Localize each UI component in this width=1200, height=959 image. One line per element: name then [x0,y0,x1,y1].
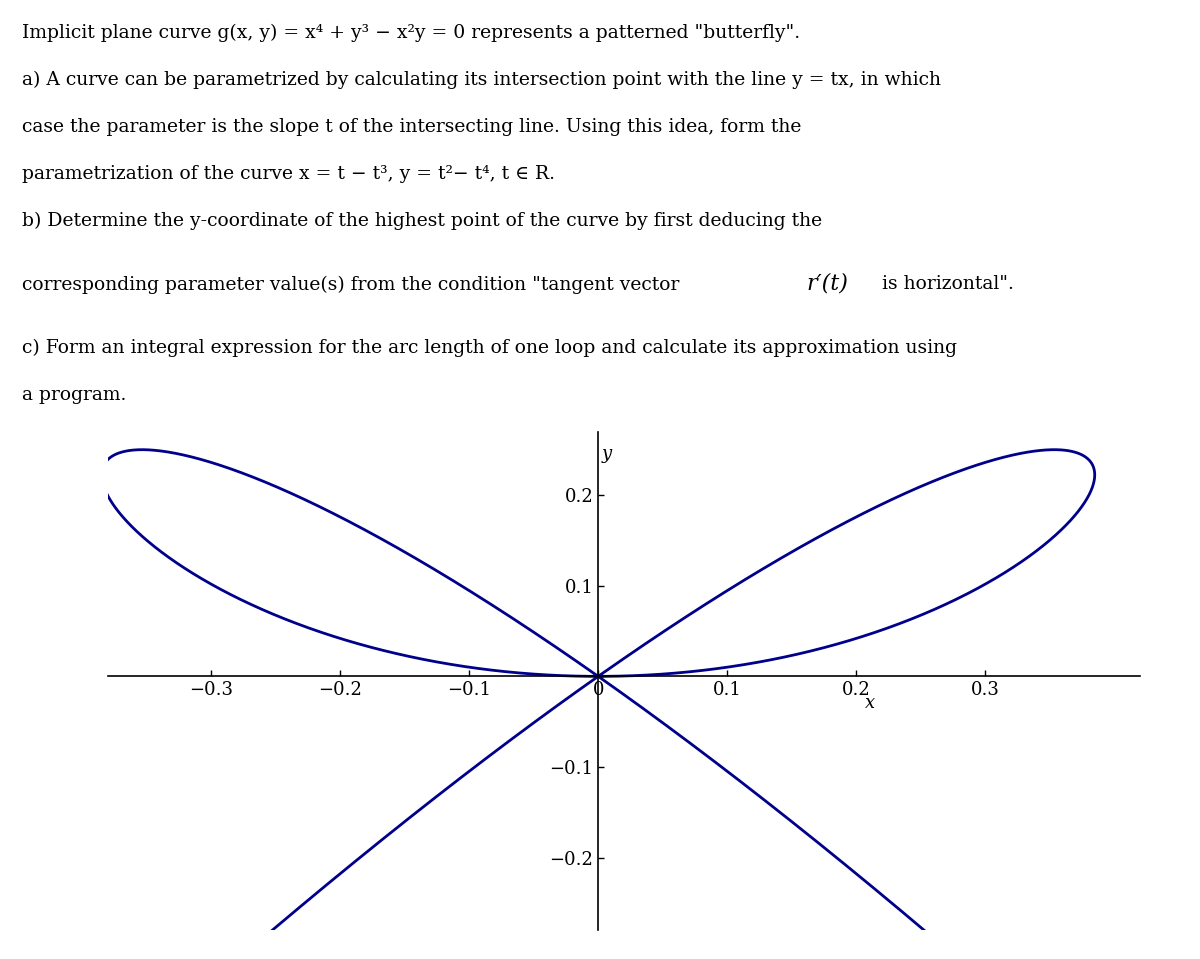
Text: corresponding parameter value(s) from the condition "tangent vector: corresponding parameter value(s) from th… [22,275,679,293]
Text: is horizontal".: is horizontal". [882,275,1014,293]
Text: r′(t): r′(t) [806,272,848,294]
Text: y: y [602,445,612,463]
Text: b) Determine the y-coordinate of the highest point of the curve by first deducin: b) Determine the y-coordinate of the hig… [22,212,822,230]
Text: parametrization of the curve x = t − t³, y = t²− t⁴, t ∈ R.: parametrization of the curve x = t − t³,… [22,165,554,183]
Text: case the parameter is the slope t of the intersecting line. Using this idea, for: case the parameter is the slope t of the… [22,118,800,136]
Text: c) Form an integral expression for the arc length of one loop and calculate its : c) Form an integral expression for the a… [22,339,956,357]
Text: x: x [865,693,875,712]
Text: a program.: a program. [22,386,126,404]
Text: a) A curve can be parametrized by calculating its intersection point with the li: a) A curve can be parametrized by calcul… [22,71,941,89]
Text: Implicit plane curve g(x, y) = x⁴ + y³ − x²y = 0 represents a patterned "butterf: Implicit plane curve g(x, y) = x⁴ + y³ −… [22,24,799,42]
